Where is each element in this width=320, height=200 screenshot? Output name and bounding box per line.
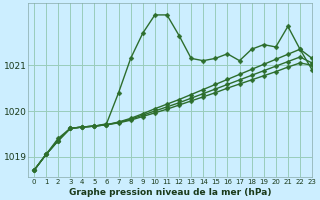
X-axis label: Graphe pression niveau de la mer (hPa): Graphe pression niveau de la mer (hPa) bbox=[69, 188, 271, 197]
